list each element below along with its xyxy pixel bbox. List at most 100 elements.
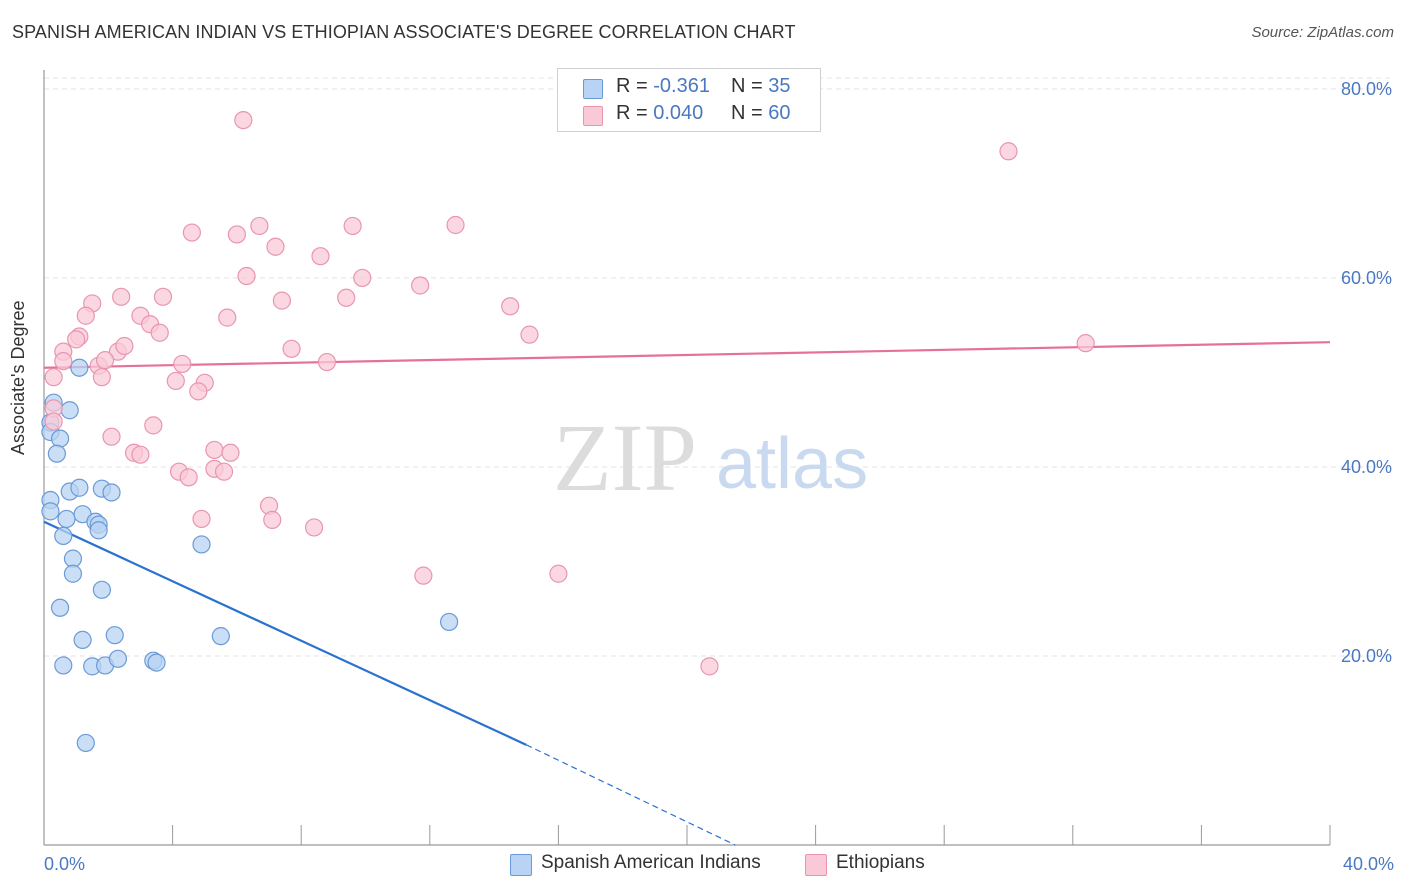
point-ethiopians xyxy=(311,247,330,266)
point-ethiopians xyxy=(234,110,253,130)
point-ethiopians xyxy=(76,306,95,325)
x-tick-label-max: 40.0% xyxy=(1343,854,1394,874)
point-ethiopians xyxy=(205,440,224,460)
legend-r-label: R = xyxy=(616,75,654,97)
point-ethiopians xyxy=(250,216,269,236)
point-ethiopians xyxy=(446,215,465,235)
point-ethiopians xyxy=(54,351,73,371)
point-ethiopians xyxy=(266,237,285,256)
legend-r-value: 0.040 xyxy=(653,102,704,124)
tick-labels: 20.0% 40.0% 60.0% 80.0% 0.0% 40.0% xyxy=(44,79,1394,874)
point-ethiopians xyxy=(144,416,163,435)
chart-title: SPANISH AMERICAN INDIAN VS ETHIOPIAN ASS… xyxy=(12,22,796,42)
point-spanish-american-indians xyxy=(50,598,70,617)
point-ethiopians xyxy=(182,223,201,242)
y-axis-label: Associate's Degree xyxy=(8,300,28,455)
watermark-atlas: atlas xyxy=(716,424,868,504)
point-ethiopians xyxy=(304,518,324,537)
point-spanish-american-indians xyxy=(76,733,95,753)
y-tick-label: 80.0% xyxy=(1341,79,1392,99)
point-spanish-american-indians xyxy=(63,564,83,583)
point-ethiopians xyxy=(173,354,192,374)
point-ethiopians xyxy=(179,468,198,487)
source-credit: Source: ZipAtlas.com xyxy=(1251,24,1394,41)
bottom-legend-spanish-american-indians: Spanish American Indians xyxy=(541,852,761,873)
point-spanish-american-indians xyxy=(102,483,121,502)
point-spanish-american-indians xyxy=(211,627,230,646)
point-ethiopians xyxy=(102,427,121,446)
point-spanish-american-indians xyxy=(60,401,79,420)
point-ethiopians xyxy=(549,564,568,583)
point-ethiopians xyxy=(44,412,63,431)
data-points xyxy=(41,110,1095,753)
correlation-legend: R = -0.361 N = 35 R = 0.040 N = 60 xyxy=(557,68,821,132)
point-ethiopians xyxy=(115,336,134,356)
trend-line-extrapolation xyxy=(525,744,736,846)
point-spanish-american-indians xyxy=(105,626,124,645)
point-spanish-american-indians xyxy=(63,549,83,568)
axes xyxy=(43,70,1331,846)
point-spanish-american-indians xyxy=(70,478,89,497)
bottom-legend-ethiopians: Ethiopians xyxy=(836,852,925,873)
trend-lines xyxy=(43,341,1331,846)
legend-swatch-blue xyxy=(583,79,603,99)
point-ethiopians xyxy=(1076,334,1095,353)
point-ethiopians xyxy=(218,308,237,327)
point-ethiopians xyxy=(337,288,356,307)
watermark-zip: ZIP xyxy=(553,404,697,511)
point-spanish-american-indians xyxy=(147,653,166,672)
point-ethiopians xyxy=(272,291,292,310)
point-spanish-american-indians xyxy=(54,656,73,675)
point-ethiopians xyxy=(131,445,150,464)
point-ethiopians xyxy=(999,142,1018,161)
gridlines xyxy=(44,77,1392,657)
legend-n-label: N = xyxy=(731,75,769,97)
y-tick-label: 20.0% xyxy=(1341,646,1392,666)
bottom-legend-swatch-blue xyxy=(510,854,532,876)
point-ethiopians xyxy=(166,371,185,391)
x-tick-label-min: 0.0% xyxy=(44,854,85,874)
point-spanish-american-indians xyxy=(50,429,70,448)
legend-n-value: 60 xyxy=(768,102,791,124)
legend-n-label: N = xyxy=(731,102,769,124)
point-ethiopians xyxy=(95,351,115,370)
point-ethiopians xyxy=(282,339,301,358)
bottom-legend-swatch-pink xyxy=(805,854,827,876)
point-ethiopians xyxy=(353,268,372,288)
point-spanish-american-indians xyxy=(439,612,459,632)
point-ethiopians xyxy=(192,509,211,529)
point-ethiopians xyxy=(317,352,337,372)
legend-swatch-pink xyxy=(583,106,603,126)
legend-r-label: R = xyxy=(616,102,654,124)
legend-n-value: 35 xyxy=(768,75,791,97)
point-ethiopians xyxy=(150,323,169,342)
point-ethiopians xyxy=(237,266,256,286)
point-ethiopians xyxy=(92,368,111,387)
y-tick-label: 60.0% xyxy=(1341,268,1392,288)
point-ethiopians xyxy=(221,443,240,462)
point-spanish-american-indians xyxy=(54,526,73,546)
y-tick-label: 40.0% xyxy=(1341,457,1392,477)
point-spanish-american-indians xyxy=(89,521,108,540)
point-ethiopians xyxy=(67,330,86,349)
trend-line-spanish-american-indians xyxy=(43,520,527,746)
point-spanish-american-indians xyxy=(92,580,111,599)
legend-r-value: -0.361 xyxy=(653,75,710,97)
point-ethiopians xyxy=(700,657,719,676)
point-ethiopians xyxy=(520,325,539,344)
trend-line-ethiopians xyxy=(43,341,1331,369)
point-ethiopians xyxy=(44,368,63,387)
point-ethiopians xyxy=(189,382,208,401)
point-spanish-american-indians xyxy=(57,509,76,529)
point-spanish-american-indians xyxy=(41,502,60,521)
point-spanish-american-indians xyxy=(73,630,92,650)
point-spanish-american-indians xyxy=(192,535,211,554)
point-spanish-american-indians xyxy=(70,358,89,377)
point-ethiopians xyxy=(411,276,430,295)
point-ethiopians xyxy=(227,225,246,244)
point-ethiopians xyxy=(501,297,520,316)
point-spanish-american-indians xyxy=(108,649,128,668)
point-ethiopians xyxy=(112,287,131,306)
point-ethiopians xyxy=(263,510,282,529)
